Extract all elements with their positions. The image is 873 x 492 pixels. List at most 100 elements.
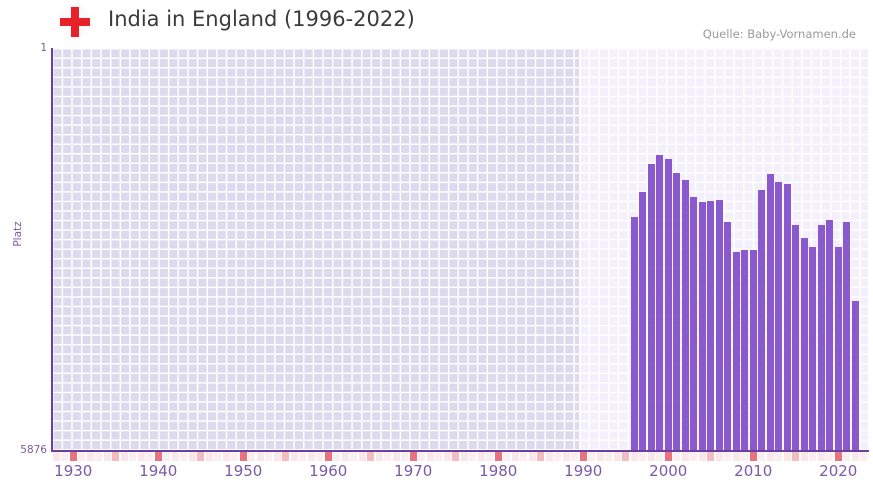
flag-cross-horizontal [60,18,90,26]
x-tick-label: 2010 [734,462,773,480]
x-axis-marker [69,451,77,461]
x-axis-marker [333,451,341,461]
x-axis-marker [554,451,562,461]
x-axis-marker [205,451,213,461]
x-axis-marker [358,451,366,461]
bar[interactable] [647,163,655,450]
x-axis-marker [350,451,358,461]
x-axis-marker [256,451,264,461]
x-axis-marker [826,451,834,461]
x-axis-marker [95,451,103,461]
x-axis-marker [188,451,196,461]
x-axis-marker [817,451,825,461]
x-axis-marker [86,451,94,461]
x-tick-label: 2000 [649,462,688,480]
x-axis-marker [571,451,579,461]
bar[interactable] [749,249,757,450]
x-tick-label: 1990 [564,462,603,480]
bar[interactable] [724,221,732,450]
x-axis-marker [545,451,553,461]
x-axis-marker [248,451,256,461]
x-axis-marker [792,451,800,461]
x-axis-marker [639,451,647,461]
bar[interactable] [707,201,715,450]
bar[interactable] [809,246,817,450]
bar[interactable] [826,219,834,450]
x-axis-marker [622,451,630,461]
x-axis-marker [758,451,766,461]
x-axis-marker [367,451,375,461]
bar[interactable] [851,301,859,450]
bar[interactable] [775,182,783,450]
x-axis-marker [749,451,757,461]
x-axis-marker [528,451,536,461]
x-axis-marker [214,451,222,461]
bar[interactable] [741,249,749,450]
x-axis-marker [503,451,511,461]
bar[interactable] [732,251,740,450]
x-axis-marker [741,451,749,461]
x-axis-marker [282,451,290,461]
bar[interactable] [664,159,672,450]
bar[interactable] [843,221,851,450]
x-axis-marker [775,451,783,461]
y-axis-title: Platz [12,221,24,247]
bar[interactable] [690,197,698,450]
x-axis-marker [103,451,111,461]
x-axis-marker [299,451,307,461]
x-tick-label: 1970 [394,462,433,480]
x-axis-marker [715,451,723,461]
bar[interactable] [630,216,638,450]
x-axis-marker [783,451,791,461]
x-axis-marker [656,451,664,461]
x-axis-marker [724,451,732,461]
x-axis-marker [154,451,162,461]
x-axis-marker [860,451,868,461]
bar[interactable] [681,180,689,450]
bar[interactable] [673,173,681,450]
x-axis-marker [732,451,740,461]
y-tick-bottom: 5876 [20,444,47,456]
x-axis-marker [78,451,86,461]
x-axis-marker [197,451,205,461]
bar[interactable] [656,154,664,450]
x-axis-marker [163,451,171,461]
chart-title: India in England (1996-2022) [108,7,415,31]
x-axis-marker [809,451,817,461]
x-axis-marker [851,451,859,461]
x-axis-marker [630,451,638,461]
x-axis-marker [401,451,409,461]
x-axis-marker [596,451,604,461]
x-axis-marker [843,451,851,461]
x-axis-marker [707,451,715,461]
bar[interactable] [715,199,723,450]
x-axis-marker [324,451,332,461]
x-axis-marker [452,451,460,461]
x-axis-marker [486,451,494,461]
bar[interactable] [766,174,774,450]
x-axis-marker [61,451,69,461]
bar[interactable] [783,184,791,450]
bar[interactable] [792,224,800,450]
x-axis-marker [469,451,477,461]
bar[interactable] [698,201,706,450]
x-tick-label: 1940 [139,462,178,480]
x-axis-marker [341,451,349,461]
x-axis-marker [265,451,273,461]
x-axis-marker [460,451,468,461]
x-axis-marker [409,451,417,461]
bar[interactable] [758,189,766,450]
bars-layer [52,48,868,450]
bar[interactable] [800,237,808,450]
chart-header: India in England (1996-2022) Quelle: Bab… [0,0,873,44]
x-axis-marker [120,451,128,461]
x-tick-label: 1960 [309,462,348,480]
bar[interactable] [639,191,647,450]
x-axis-marker [681,451,689,461]
x-axis-marker [435,451,443,461]
bar[interactable] [817,224,825,450]
x-axis-marker [146,451,154,461]
x-axis-markers [52,451,868,461]
bar[interactable] [834,246,842,450]
